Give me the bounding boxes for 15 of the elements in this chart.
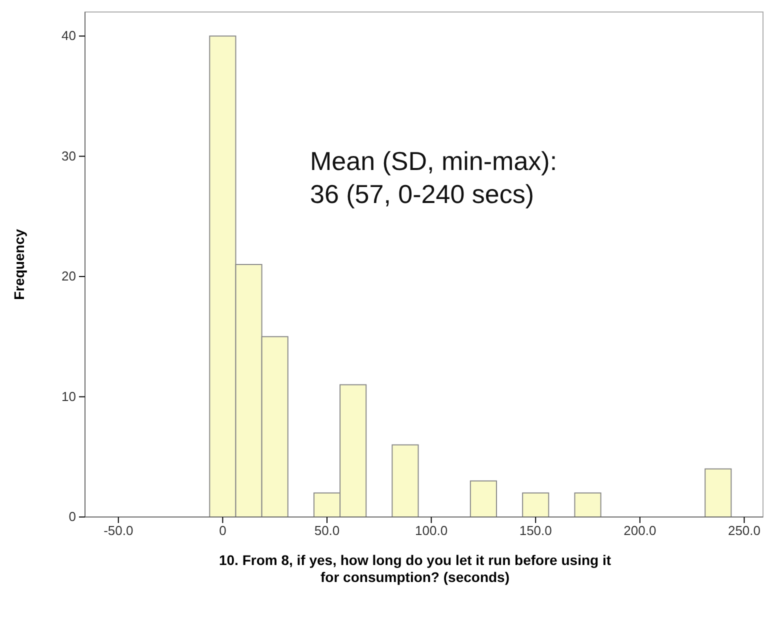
x-tick-label: 250.0	[728, 523, 760, 538]
x-tick-label: 100.0	[415, 523, 448, 538]
annotation: Mean (SD, min-max): 36 (57, 0-240 secs)	[310, 146, 558, 209]
x-tick-label: -50.0	[104, 523, 134, 538]
x-tick-label: 50.0	[314, 523, 340, 538]
y-axis-title: Frequency	[11, 228, 27, 300]
x-tick-label: 0	[219, 523, 226, 538]
x-tick-label: 200.0	[624, 523, 656, 538]
y-tick-label: 30	[62, 148, 76, 164]
y-tick-label: 0	[68, 509, 76, 524]
y-tick-label: 40	[62, 28, 76, 44]
y-tick-label: 10	[62, 388, 76, 404]
y-tick-label: 20	[62, 268, 76, 284]
x-axis-title: 10. From 8, if yes, how long do you let it run before using it for consumption? (seconds)	[218, 552, 612, 585]
x-tick-label: 150.0	[519, 523, 552, 538]
